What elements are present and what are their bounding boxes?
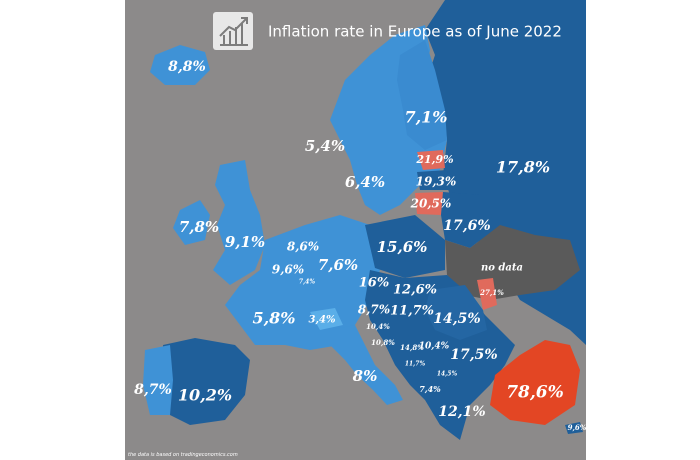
label-iceland: 8,8%: [168, 59, 206, 75]
label-hungary: 11,7%: [390, 304, 434, 319]
region-belarus: [441, 192, 500, 248]
label-sweden: 6,4%: [345, 173, 385, 191]
label-north-macedonia: 14,5%: [437, 371, 458, 378]
map-title: Inflation rate in Europe as of June 2022: [268, 23, 562, 41]
label-montenegro: 11,7%: [405, 361, 426, 368]
label-germany: 7,6%: [318, 256, 358, 274]
region-finland: [397, 40, 447, 150]
region-romania: [425, 285, 487, 340]
label-slovakia: 12,6%: [393, 283, 437, 298]
region-estonia: [417, 150, 445, 170]
label-estonia: 21,9%: [415, 153, 453, 166]
label-switzerland: 3,4%: [309, 315, 336, 326]
label-finland: 7,1%: [404, 108, 447, 127]
label-cyprus: 9,6%: [568, 423, 586, 432]
label-portugal: 8,7%: [134, 382, 172, 398]
europe-inflation-map: Inflation rate in Europe as of June 2022…: [125, 0, 586, 460]
label-russia: 17,8%: [496, 158, 550, 177]
label-bulgaria: 17,5%: [450, 347, 497, 363]
label-italy: 8%: [353, 367, 378, 385]
label-uk: 9,1%: [225, 233, 265, 251]
label-albania: 7,4%: [419, 384, 441, 394]
label-greece: 12,1%: [438, 404, 485, 420]
label-belarus: 17,6%: [443, 218, 490, 234]
label-romania: 14,5%: [433, 311, 480, 327]
label-bosnia: 14,8%: [400, 343, 424, 352]
title-banner: Inflation rate in Europe as of June 2022: [213, 12, 562, 50]
region-portugal: [143, 345, 173, 415]
region-spain: [163, 338, 250, 425]
label-slovenia: 10,4%: [366, 322, 390, 331]
region-turkey: [490, 340, 580, 425]
region-uk: [213, 160, 265, 285]
label-belgium: 9,6%: [272, 263, 304, 277]
label-latvia: 19,3%: [416, 175, 457, 189]
label-czech: 16%: [359, 276, 389, 291]
region-ireland: [173, 200, 210, 245]
label-serbia: 10,4%: [419, 342, 450, 352]
label-netherlands: 8,6%: [287, 240, 319, 254]
region-iceland: [150, 45, 210, 85]
label-lithuania: 20,5%: [410, 197, 452, 211]
label-poland: 15,6%: [377, 238, 428, 256]
label-ireland: 7,8%: [179, 218, 219, 236]
label-turkey: 78,6%: [506, 383, 564, 403]
label-croatia: 10,8%: [371, 338, 395, 347]
region-cyprus: [565, 422, 583, 434]
region-moldova: [477, 278, 497, 310]
label-moldova: 27,1%: [479, 288, 504, 297]
region-lithuania: [415, 192, 443, 215]
country-labels: 8,8% 5,4% 6,4% 7,1% 21,9% 19,3% 20,5% 17…: [134, 59, 586, 432]
label-ukraine: no data: [481, 263, 523, 274]
region-italy: [330, 325, 403, 405]
region-latvia: [417, 170, 450, 190]
label-austria: 8,7%: [358, 303, 390, 317]
region-west-europe: [225, 215, 380, 350]
region-switzerland: [310, 308, 343, 330]
source-credit: the data is based on tradingeconomics.co…: [128, 452, 238, 458]
label-spain: 10,2%: [178, 386, 232, 405]
label-luxembourg: 7,4%: [299, 279, 315, 286]
label-norway: 5,4%: [305, 137, 345, 155]
region-poland: [365, 215, 445, 278]
label-france: 5,8%: [252, 309, 295, 328]
bar-chart-growth-icon: [219, 17, 248, 46]
